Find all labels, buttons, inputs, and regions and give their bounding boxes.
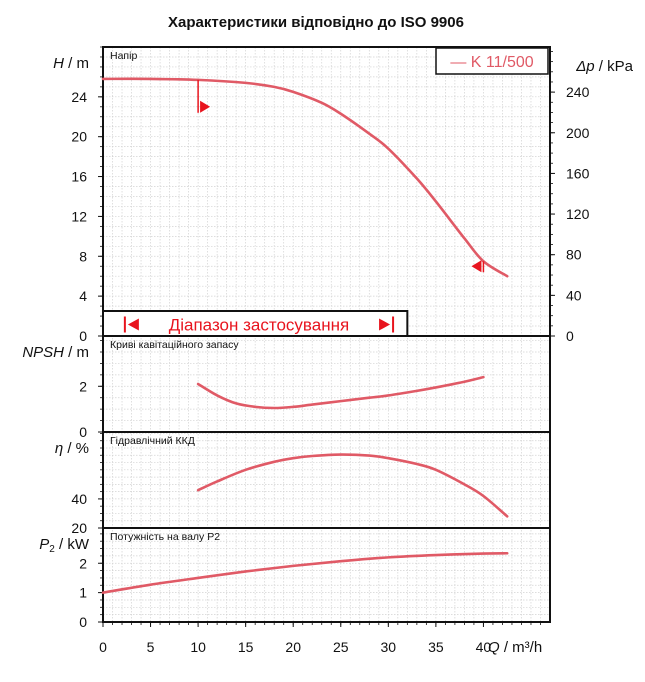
y-axis-title-power-unit: / kW	[55, 536, 90, 553]
x-tick-label: 10	[190, 639, 206, 655]
y-axis-title-npsh-var: NPSH	[22, 344, 64, 361]
x-axis-title: Q / m³/h	[488, 639, 542, 656]
y2-axis-title-unit: / kPa	[595, 58, 634, 75]
y-axis-title-head: H / m	[53, 55, 89, 72]
y-tick-label: 20	[71, 129, 87, 145]
panel-label-head: Напір	[110, 50, 137, 62]
series-line-power	[101, 551, 509, 594]
y-axis-title-head-var: H	[53, 55, 64, 72]
y-tick-label: 20	[71, 520, 87, 536]
y-tick-label: 0	[79, 614, 87, 630]
y2-tick-label: 240	[566, 84, 590, 100]
panel-label-power: Потужність на валу P2	[110, 531, 220, 543]
y-axis-title-head-unit: / m	[64, 55, 89, 72]
x-axis-title-var: Q	[488, 639, 500, 656]
x-tick-label: 0	[99, 639, 107, 655]
y-tick-label: 0	[79, 328, 87, 344]
panel-frame-head	[102, 46, 551, 337]
series-line-npsh	[196, 375, 485, 410]
y-tick-label: 0	[79, 424, 87, 440]
y2-tick-label: 120	[566, 206, 590, 222]
operating-range-box	[102, 310, 409, 337]
panel-frame-power	[102, 527, 551, 623]
panel-label-npsh: Криві кавітаційного запасу	[110, 339, 239, 351]
y-tick-label: 8	[79, 248, 87, 264]
panel-label-efficiency: Гідравлічний ККД	[110, 435, 195, 447]
y-tick-label: 16	[71, 169, 87, 185]
y2-tick-label: 0	[566, 328, 574, 344]
y-axis-title-efficiency-unit: / %	[63, 440, 89, 457]
series-line-head	[101, 77, 509, 278]
x-tick-label: 40	[476, 639, 492, 655]
range-arrow-left	[127, 318, 139, 331]
operating-marker	[200, 100, 211, 113]
x-axis-title-unit: / m³/h	[500, 639, 543, 656]
y-axis-title-efficiency-var: η	[55, 440, 63, 457]
x-tick-label: 35	[428, 639, 444, 655]
y-tick-label: 2	[79, 378, 87, 394]
frame-layer: Напір Криві кавітаційного запасу Гідравліч…	[102, 46, 551, 623]
y2-tick-label: 200	[566, 125, 590, 141]
overlay-layer: Діапазон застосування — K 11/500	[102, 47, 549, 337]
y-axis-title-npsh-unit: / m	[64, 344, 89, 361]
y2-axis-title-var: Δp	[575, 58, 594, 75]
y2-tick-label: 40	[566, 287, 582, 303]
curves-layer	[101, 77, 509, 594]
chart-title: Характеристики відповідно до ISO 9906	[168, 14, 464, 31]
legend-entry: — K 11/500	[450, 54, 533, 71]
y2-tick-label: 160	[566, 165, 590, 181]
y-axis-title-power: P2 / kW	[39, 536, 90, 555]
x-tick-label: 5	[147, 639, 155, 655]
x-tick-label: 15	[238, 639, 254, 655]
y-tick-label: 4	[79, 288, 87, 304]
x-tick-label: 20	[285, 639, 301, 655]
y-tick-label: 12	[71, 208, 87, 224]
y-axis-title-npsh: NPSH / m	[22, 344, 89, 361]
y2-axis-title: Δp / kPa	[575, 58, 633, 75]
x-tick-label: 25	[333, 639, 349, 655]
x-tick-label: 30	[381, 639, 397, 655]
operating-range-label: Діапазон застосування	[169, 316, 349, 335]
y-tick-label: 1	[79, 585, 87, 601]
y-axis-title-power-sub: 2	[49, 544, 55, 555]
grid-layer	[103, 47, 550, 622]
y-tick-label: 40	[71, 491, 87, 507]
range-arrow-right	[379, 318, 391, 331]
operating-marker	[471, 260, 482, 273]
y-tick-label: 2	[79, 555, 87, 571]
y2-tick-label: 80	[566, 247, 582, 263]
y-axis-title-power-var: P	[39, 536, 49, 553]
y-tick-label: 24	[71, 89, 87, 105]
series-line-efficiency	[196, 453, 509, 518]
y-axis-title-efficiency: η / %	[55, 440, 89, 457]
legend-box	[435, 47, 549, 75]
